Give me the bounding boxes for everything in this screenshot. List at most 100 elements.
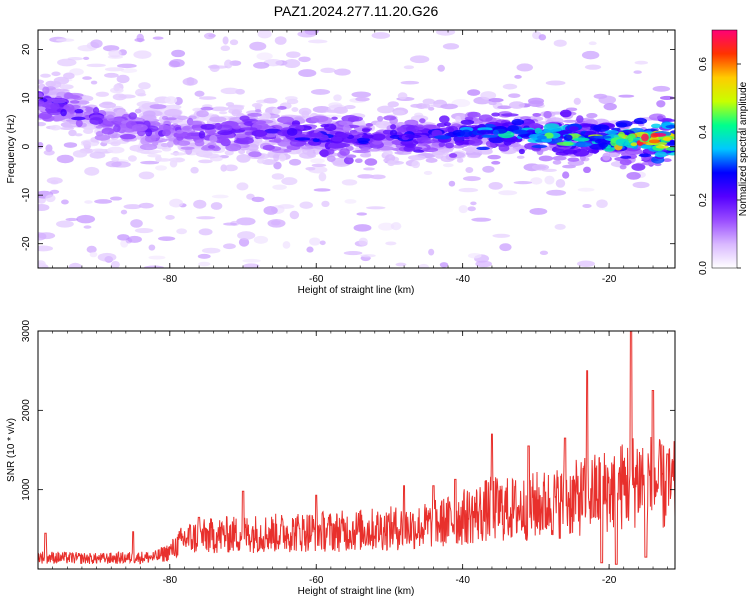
spectrogram-blob bbox=[86, 245, 97, 254]
spectrogram-blob bbox=[574, 141, 592, 148]
spectrogram-blob bbox=[581, 50, 600, 60]
spectrogram-blob bbox=[286, 128, 298, 136]
spectrogram-blob bbox=[539, 250, 549, 256]
spectrogram-blob bbox=[160, 143, 170, 148]
spectrogram-blob bbox=[156, 158, 171, 162]
spectrogram-blob bbox=[119, 133, 137, 140]
spectrogram-blob bbox=[513, 181, 533, 185]
spectrogram-blob bbox=[255, 109, 262, 113]
spectrogram-blob bbox=[487, 154, 501, 160]
spectrogram-blob bbox=[562, 164, 576, 169]
spectrogram-blob bbox=[289, 210, 300, 220]
spectrogram-blob bbox=[470, 201, 477, 206]
spectrogram-blob bbox=[390, 124, 397, 130]
spectrogram-blob bbox=[224, 59, 233, 69]
spectrogram-blob bbox=[577, 187, 595, 192]
y-tick-label: 3000 bbox=[21, 319, 32, 342]
spectrogram-blob bbox=[109, 196, 123, 201]
spectrogram-blob bbox=[171, 49, 186, 58]
spectrogram-blob bbox=[562, 171, 570, 179]
spectrogram-blob bbox=[656, 115, 664, 120]
spectrogram-blob bbox=[347, 116, 363, 122]
spectrogram-blob bbox=[311, 163, 327, 167]
spectrogram-blob bbox=[460, 119, 475, 125]
spectrogram-blob bbox=[274, 36, 287, 45]
spectrogram-blob bbox=[593, 135, 612, 139]
spectrogram-blob bbox=[38, 101, 47, 107]
spectrogram-blob bbox=[478, 114, 493, 122]
spectrogram-blob bbox=[445, 142, 455, 149]
spectrogram-blob bbox=[277, 105, 287, 110]
spectrogram-blob bbox=[239, 115, 250, 121]
spectrogram-blob bbox=[418, 263, 429, 268]
spectrogram-blob bbox=[356, 212, 368, 216]
spectrogram-blob bbox=[84, 200, 93, 204]
spectrogram-blob bbox=[593, 93, 608, 99]
spectrogram-blob bbox=[50, 80, 62, 88]
spectrogram-blob bbox=[193, 199, 207, 209]
spectrogram-blob bbox=[363, 167, 375, 171]
spectrogram-blob bbox=[277, 116, 294, 124]
spectrogram-blob bbox=[313, 188, 331, 192]
spectrogram-marks bbox=[38, 30, 675, 268]
spectrogram-blob bbox=[253, 235, 269, 244]
spectrogram-blob bbox=[89, 251, 98, 258]
spectrogram-blob bbox=[198, 159, 213, 164]
spectrogram-blob bbox=[91, 148, 106, 153]
spectrogram-blob bbox=[312, 138, 320, 143]
spectrogram-blob bbox=[476, 129, 495, 135]
spectrogram-blob bbox=[400, 80, 420, 85]
spectrogram-blob bbox=[448, 153, 458, 158]
spectrogram-blob bbox=[90, 39, 103, 48]
spectrogram-blob bbox=[615, 122, 628, 128]
spectrogram-blob bbox=[49, 124, 62, 131]
spectrogram-blob bbox=[194, 90, 205, 97]
spectrogram-blob bbox=[663, 136, 672, 141]
spectrogram-blob bbox=[249, 41, 267, 51]
spectrogram-blob bbox=[448, 180, 456, 187]
spectrogram-blob bbox=[59, 126, 74, 130]
spectrogram-blob bbox=[618, 131, 625, 138]
spectrogram-blob bbox=[344, 199, 357, 204]
spectrogram-blob bbox=[101, 127, 115, 135]
spectrogram-panel: -80 -60 -40 -20 20 10 0 -10 -20 Height of straig… bbox=[6, 29, 676, 296]
spectrogram-blob bbox=[364, 158, 378, 166]
spectrogram-blob bbox=[499, 243, 512, 252]
spectrogram-blob bbox=[105, 160, 122, 168]
spectrogram-blob bbox=[492, 233, 511, 238]
spectrogram-blob bbox=[76, 100, 90, 105]
spectrogram-blob bbox=[68, 262, 82, 268]
spectrogram-blob bbox=[583, 166, 591, 174]
spectrogram-blob bbox=[273, 161, 282, 170]
spectrogram-blob bbox=[152, 36, 164, 40]
spectrogram-blob bbox=[516, 63, 534, 72]
spectrogram-blob bbox=[278, 153, 287, 162]
spectrogram-blob bbox=[220, 45, 231, 52]
spectrogram-blob bbox=[176, 228, 188, 235]
spectrogram-blob bbox=[224, 164, 238, 172]
spectrogram-blob bbox=[387, 101, 399, 108]
spectrogram-blob bbox=[407, 154, 426, 161]
spectrogram-blob bbox=[325, 109, 339, 113]
spectrogram-blob bbox=[76, 214, 96, 224]
spectrogram-blob bbox=[238, 149, 246, 155]
y-tick-label: 10 bbox=[21, 92, 32, 104]
spectrogram-blob bbox=[148, 255, 166, 260]
spectrogram-blob bbox=[83, 128, 94, 134]
spectrogram-blob bbox=[220, 87, 240, 95]
spectrogram-blob bbox=[545, 80, 566, 86]
spectrogram-blob bbox=[38, 121, 47, 127]
spectrogram-blob bbox=[182, 127, 191, 131]
spectrogram-blob bbox=[158, 236, 176, 241]
spectrogram-blob bbox=[411, 160, 421, 169]
spectrogram-blob bbox=[238, 237, 250, 247]
spectrogram-blob bbox=[281, 177, 298, 186]
spectrogram-blob bbox=[60, 108, 67, 117]
spectrogram-blob bbox=[654, 151, 667, 158]
spectrogram-blob bbox=[488, 101, 497, 106]
spectrogram-axes: -80 -60 -40 -20 20 10 0 -10 -20 bbox=[21, 30, 675, 285]
spectrogram-blob bbox=[131, 123, 148, 132]
spectrogram-blob bbox=[210, 106, 229, 112]
spectrogram-blob bbox=[437, 148, 453, 153]
spectrogram-blob bbox=[529, 207, 548, 215]
